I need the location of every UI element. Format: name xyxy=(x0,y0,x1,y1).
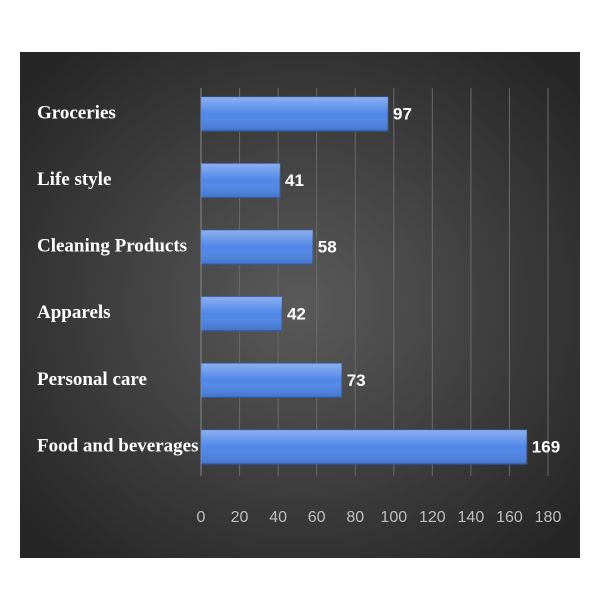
bar-shine xyxy=(201,430,527,464)
x-tick-label: 100 xyxy=(380,509,407,526)
value-label: 73 xyxy=(347,371,366,390)
x-tick-label: 40 xyxy=(269,509,287,526)
x-tick-label: 120 xyxy=(419,509,446,526)
chart-background xyxy=(20,52,580,558)
value-label: 58 xyxy=(318,238,337,257)
x-tick-label: 0 xyxy=(197,509,206,526)
bar-shine xyxy=(201,296,282,331)
x-tick-label: 160 xyxy=(496,509,523,526)
bar-shine xyxy=(201,163,281,198)
y-tick-label: Food and beverages xyxy=(37,435,199,456)
x-tick-label: 80 xyxy=(346,509,364,526)
bar-shine xyxy=(201,97,388,131)
bar-shine xyxy=(201,230,313,265)
y-tick-label: Personal care xyxy=(37,369,147,390)
x-tick-label: 20 xyxy=(231,509,249,526)
value-label: 41 xyxy=(285,171,304,190)
x-tick-label: 60 xyxy=(308,509,326,526)
y-tick-label: Apparels xyxy=(37,302,111,323)
value-label: 169 xyxy=(532,437,560,456)
y-tick-label: Groceries xyxy=(37,102,116,123)
x-tick-label: 180 xyxy=(535,509,562,526)
bar-shine xyxy=(201,363,342,398)
value-label: 97 xyxy=(393,104,412,123)
y-tick-label: Life style xyxy=(37,169,111,190)
y-tick-label: Cleaning Products xyxy=(37,236,187,257)
value-label: 42 xyxy=(287,304,306,323)
x-tick-label: 140 xyxy=(458,509,485,526)
